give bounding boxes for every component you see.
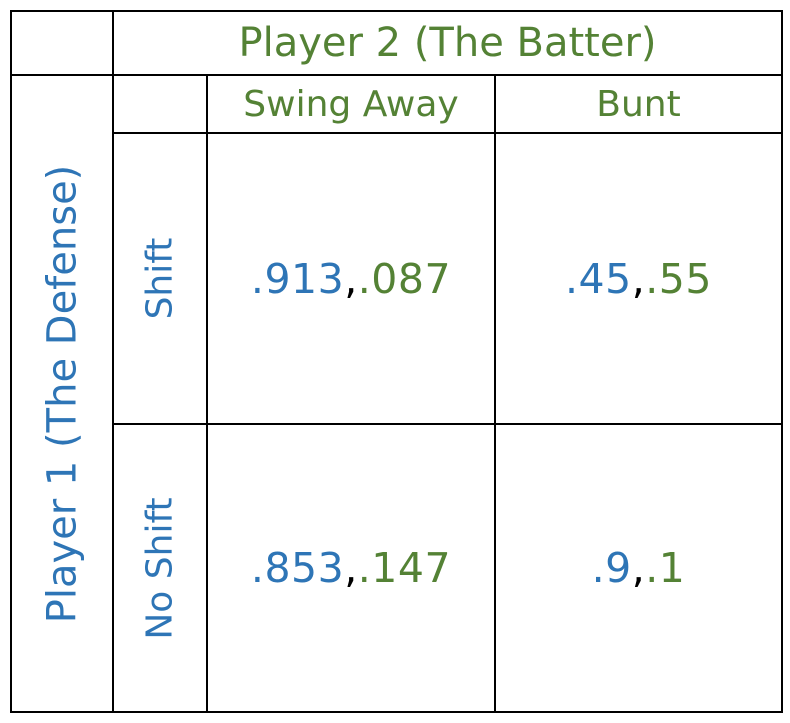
grid-line: [10, 10, 12, 713]
grid-line: [10, 10, 783, 12]
row-header-shift-cell: Shift: [114, 134, 206, 423]
payoff-separator: ,: [631, 544, 646, 592]
grid-line: [781, 10, 783, 713]
row-header-shift: Shift: [139, 237, 181, 320]
payoff-cell-noshift-swing: .853, .147: [208, 425, 494, 711]
player2-payoff: .087: [357, 254, 452, 303]
column-header-swing-away: Swing Away: [243, 83, 459, 125]
player1-header-cell: Player 1 (The Defense): [12, 76, 112, 711]
grid-line: [206, 74, 208, 713]
payoff-separator: ,: [631, 254, 646, 303]
grid-line: [112, 10, 114, 713]
player1-header: Player 1 (The Defense): [39, 164, 86, 623]
row-header-no-shift: No Shift: [139, 496, 181, 640]
player1-payoff: .913: [250, 254, 345, 303]
payoff-separator: ,: [344, 254, 358, 303]
player2-payoff: .55: [645, 254, 712, 303]
payoff-cell-shift-swing: .913, .087: [208, 134, 494, 423]
payoff-matrix: Player 2 (The Batter) Swing Away Bunt Pl…: [10, 10, 783, 713]
player1-payoff: .9: [591, 544, 632, 592]
player1-payoff: .45: [565, 254, 632, 303]
player2-header: Player 2 (The Batter): [238, 20, 657, 66]
player2-payoff: .147: [357, 544, 452, 592]
grid-line: [112, 132, 783, 134]
column-header-bunt: Bunt: [596, 83, 681, 125]
grid-line: [10, 711, 783, 713]
row-header-no-shift-cell: No Shift: [114, 425, 206, 711]
grid-line: [10, 74, 783, 76]
payoff-cell-shift-bunt: .45, .55: [496, 134, 781, 423]
grid-line: [112, 423, 783, 425]
payoff-separator: ,: [344, 544, 358, 592]
grid-line: [494, 74, 496, 713]
player2-payoff: .1: [645, 544, 686, 592]
payoff-cell-noshift-bunt: .9, .1: [496, 425, 781, 711]
player1-payoff: .853: [250, 544, 345, 592]
